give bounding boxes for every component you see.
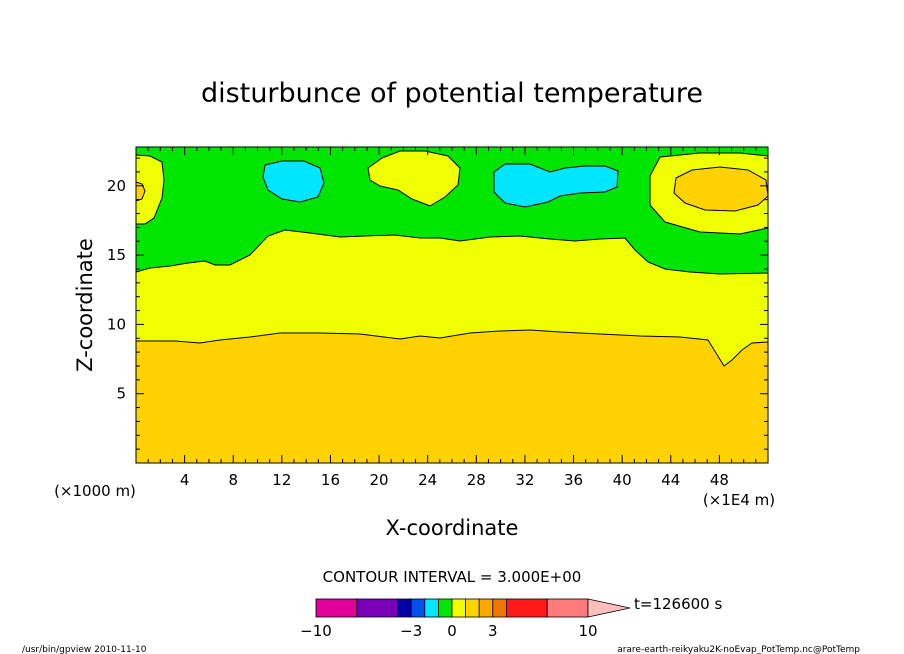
cyan-cell-left	[262, 160, 325, 203]
orange-cell-left-edge	[136, 181, 146, 202]
yellow-cell-left-edge	[136, 154, 165, 225]
x-unit-right: (×1E4 m)	[703, 491, 775, 509]
colorbar-segment	[478, 598, 494, 618]
colorbar-tick-label: 10	[578, 622, 597, 640]
colorbar-tick-label: −10	[300, 622, 332, 640]
colorbar-segment	[410, 598, 426, 618]
x-tick-label: 32	[515, 471, 534, 489]
colorbar-tick-label: 3	[488, 622, 498, 640]
colorbar-tick-label: 0	[447, 622, 457, 640]
yellow-cell-center	[367, 150, 461, 207]
contour-interval: CONTOUR INTERVAL = 3.000E+00	[323, 568, 582, 586]
x-tick-label: 28	[467, 471, 486, 489]
colorbar-segment	[505, 598, 548, 618]
colorbar-overflow-arrow	[587, 598, 631, 618]
colorbar-tick-label: −3	[400, 622, 422, 640]
y-tick-label: 15	[107, 246, 126, 264]
y-axis-label: Z-coordinate	[73, 238, 97, 372]
colorbar-segment	[356, 598, 398, 618]
cyan-cell-right	[493, 163, 619, 208]
x-tick-label: 48	[710, 471, 729, 489]
x-tick-label: 24	[418, 471, 437, 489]
x-tick-label: 4	[180, 471, 190, 489]
y-tick-label: 5	[116, 385, 126, 403]
colorbar: −10 −3 0 3 10	[300, 598, 631, 640]
colorbar-segment	[315, 598, 358, 618]
colorbar-segment	[546, 598, 589, 618]
plot-area	[136, 147, 768, 463]
footer-right: arare-earth-reikyaku2K-noEvap_PotTemp.nc…	[617, 645, 860, 654]
x-tick-label: 12	[272, 471, 291, 489]
x-tick-label: 36	[564, 471, 583, 489]
x-tick-label: 44	[661, 471, 680, 489]
x-tick-label: 40	[613, 471, 632, 489]
x-tick-label: 8	[228, 471, 238, 489]
y-tick-label: 10	[107, 315, 126, 333]
region-orange	[136, 329, 768, 463]
colorbar-segment	[451, 598, 467, 618]
y-tick-label: 20	[107, 177, 126, 195]
colorbar-segment	[397, 598, 412, 618]
footer-left: /usr/bin/gpview 2010-11-10	[22, 645, 147, 654]
x-tick-label: 20	[370, 471, 389, 489]
colorbar-segment	[437, 598, 453, 618]
colorbar-segment	[424, 598, 439, 618]
x-tick-label: 16	[321, 471, 340, 489]
orange-cell-right	[673, 166, 768, 212]
colorbar-segment	[465, 598, 480, 618]
colorbar-segment	[492, 598, 507, 618]
time-label: t=126600 s	[634, 595, 722, 613]
x-unit-left: (×1000 m)	[54, 482, 136, 500]
chart-title: disturbunce of potential temperature	[201, 78, 703, 109]
x-axis-label: X-coordinate	[386, 516, 519, 540]
